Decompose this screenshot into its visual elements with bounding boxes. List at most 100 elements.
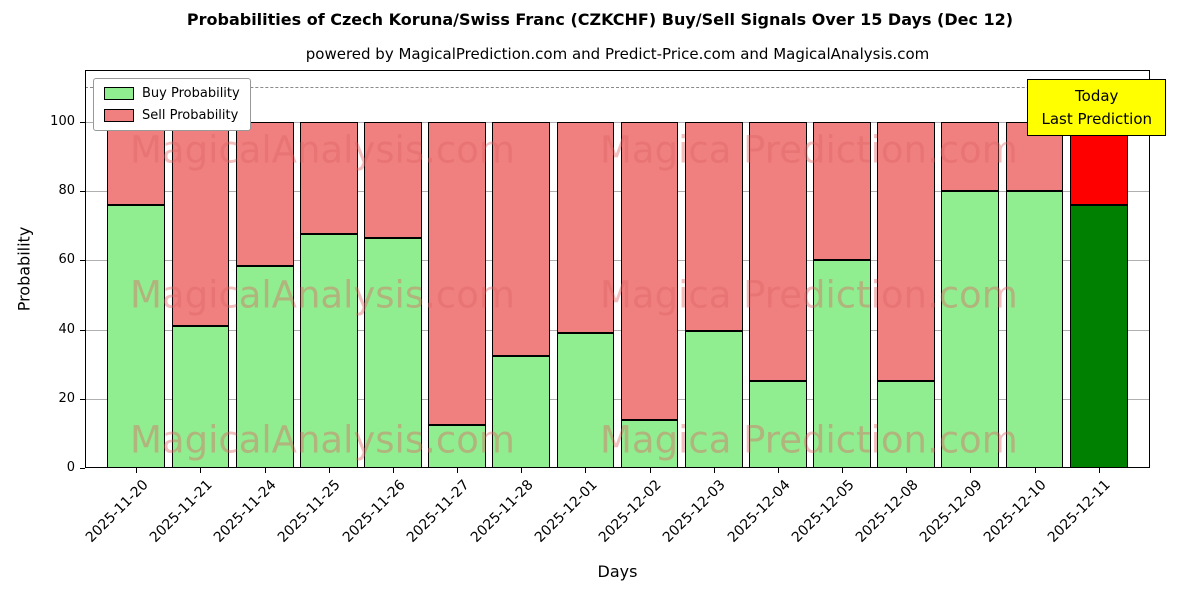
legend-label-buy: Buy Probability: [142, 86, 240, 101]
xtick-label-0: 2025-11-20: [82, 477, 152, 546]
bar-sell-2025-12-05: [813, 121, 871, 261]
ytick-mark-100: [80, 121, 85, 123]
gridline-20: [85, 398, 1150, 400]
ytick-mark-60: [80, 260, 85, 262]
xtick-label-15: 2025-12-11: [1045, 477, 1115, 546]
xtick-mark-4: [392, 468, 394, 473]
xtick-label-6: 2025-11-28: [467, 477, 537, 546]
bar-sell-2025-11-20: [107, 121, 166, 205]
legend-entry-buy: Buy Probability: [104, 86, 240, 101]
bar-buy-2025-12-09: [941, 191, 1000, 468]
xtick-mark-14: [1034, 468, 1036, 473]
ytick-mark-80: [80, 191, 85, 193]
bar-sell-2025-12-01: [556, 121, 615, 334]
bar-sell-2025-11-24: [235, 121, 294, 266]
sell-swatch: [104, 109, 134, 122]
x-axis-label: Days: [597, 562, 638, 581]
xtick-mark-15: [1098, 468, 1100, 473]
ytick-label-80: 80: [58, 183, 75, 199]
xtick-label-8: 2025-12-02: [596, 477, 665, 546]
gridline-60: [85, 260, 1150, 262]
xtick-label-5: 2025-11-27: [403, 477, 473, 546]
bar-sell-2025-12-09: [941, 121, 1000, 192]
gridline-80: [85, 191, 1150, 193]
bar-buy-2025-12-01: [556, 333, 615, 468]
watermark-prediction-0: Magica Prediction.com: [600, 128, 1018, 172]
xtick-label-12: 2025-12-08: [852, 477, 922, 546]
bar-sell-2025-11-27: [428, 121, 486, 425]
watermark-prediction-1: Magica Prediction.com: [600, 273, 1018, 317]
bar-buy-2025-12-11: [1069, 204, 1128, 468]
chart-title: Probabilities of Czech Koruna/Swiss Fran…: [186, 10, 1014, 29]
gridline-100: [85, 121, 1150, 123]
watermark-prediction-2: Magica Prediction.com: [600, 418, 1018, 462]
ytick-label-0: 0: [66, 460, 75, 475]
ytick-mark-0: [80, 468, 85, 469]
xtick-label-1: 2025-11-21: [146, 477, 216, 546]
xtick-label-11: 2025-12-05: [788, 477, 858, 546]
xtick-label-2: 2025-11-24: [211, 477, 280, 546]
xtick-mark-3: [328, 468, 330, 473]
bar-buy-2025-11-21: [171, 326, 230, 468]
xtick-label-10: 2025-12-04: [724, 477, 794, 546]
chart-subtitle: powered by MagicalPrediction.com and Pre…: [305, 45, 930, 63]
bar-sell-2025-12-04: [749, 121, 807, 382]
xtick-mark-13: [970, 468, 972, 473]
ytick-label-20: 20: [58, 390, 75, 406]
bar-buy-2025-12-10: [1005, 191, 1064, 468]
bar-buy-2025-12-02: [620, 419, 679, 468]
bar-sell-2025-11-21: [171, 121, 230, 327]
watermark-analysis-1: MagicalAnalysis.com: [130, 273, 515, 317]
xtick-mark-7: [585, 468, 587, 473]
ytick-label-100: 100: [50, 113, 75, 129]
xtick-mark-1: [200, 468, 202, 473]
xtick-mark-6: [521, 468, 523, 473]
xtick-label-13: 2025-12-09: [916, 477, 986, 546]
buy-swatch: [104, 87, 134, 100]
xtick-label-7: 2025-12-01: [531, 477, 601, 546]
xtick-mark-10: [777, 468, 779, 473]
xtick-label-4: 2025-11-26: [339, 477, 409, 546]
bar-sell-2025-11-28: [492, 121, 551, 356]
xtick-mark-9: [713, 468, 715, 473]
xtick-mark-2: [264, 468, 266, 473]
annotation-line1: Today: [1075, 87, 1119, 105]
xtick-mark-0: [136, 468, 138, 473]
ytick-mark-40: [80, 329, 85, 331]
bar-sell-2025-12-03: [684, 121, 743, 332]
ytick-mark-20: [80, 398, 85, 400]
legend: Buy Probability Sell Probability: [93, 78, 251, 131]
annotation-line2: Last Prediction: [1041, 109, 1152, 128]
bar-buy-2025-12-03: [684, 331, 743, 468]
watermark-analysis-0: MagicalAnalysis.com: [130, 128, 515, 172]
xtick-mark-11: [842, 468, 844, 473]
legend-label-sell: Sell Probability: [142, 108, 239, 123]
xtick-mark-5: [457, 468, 459, 473]
today-annotation: Today Last Prediction: [1027, 79, 1166, 136]
ytick-label-60: 60: [58, 252, 75, 268]
gridline-40: [85, 329, 1150, 331]
bar-buy-2025-11-28: [492, 355, 551, 468]
xtick-mark-8: [649, 468, 651, 473]
bar-sell-2025-12-08: [877, 121, 936, 382]
xtick-label-14: 2025-12-10: [980, 477, 1050, 546]
bar-buy-2025-12-04: [749, 381, 807, 468]
bar-sell-2025-12-02: [620, 121, 679, 420]
bar-buy-2025-12-05: [813, 260, 871, 468]
legend-entry-sell: Sell Probability: [104, 108, 240, 123]
bar-buy-2025-12-08: [877, 381, 936, 468]
xtick-mark-12: [906, 468, 908, 473]
bar-sell-2025-11-26: [364, 121, 422, 238]
bar-sell-2025-11-25: [299, 121, 358, 235]
dashed-reference-line: [85, 87, 1150, 89]
bar-buy-2025-11-20: [107, 204, 166, 468]
watermark-analysis-2: MagicalAnalysis.com: [130, 418, 515, 462]
ytick-label-40: 40: [58, 321, 75, 337]
xtick-label-9: 2025-12-03: [660, 477, 730, 546]
bar-buy-2025-11-25: [299, 234, 358, 468]
bar-buy-2025-11-26: [364, 237, 422, 468]
